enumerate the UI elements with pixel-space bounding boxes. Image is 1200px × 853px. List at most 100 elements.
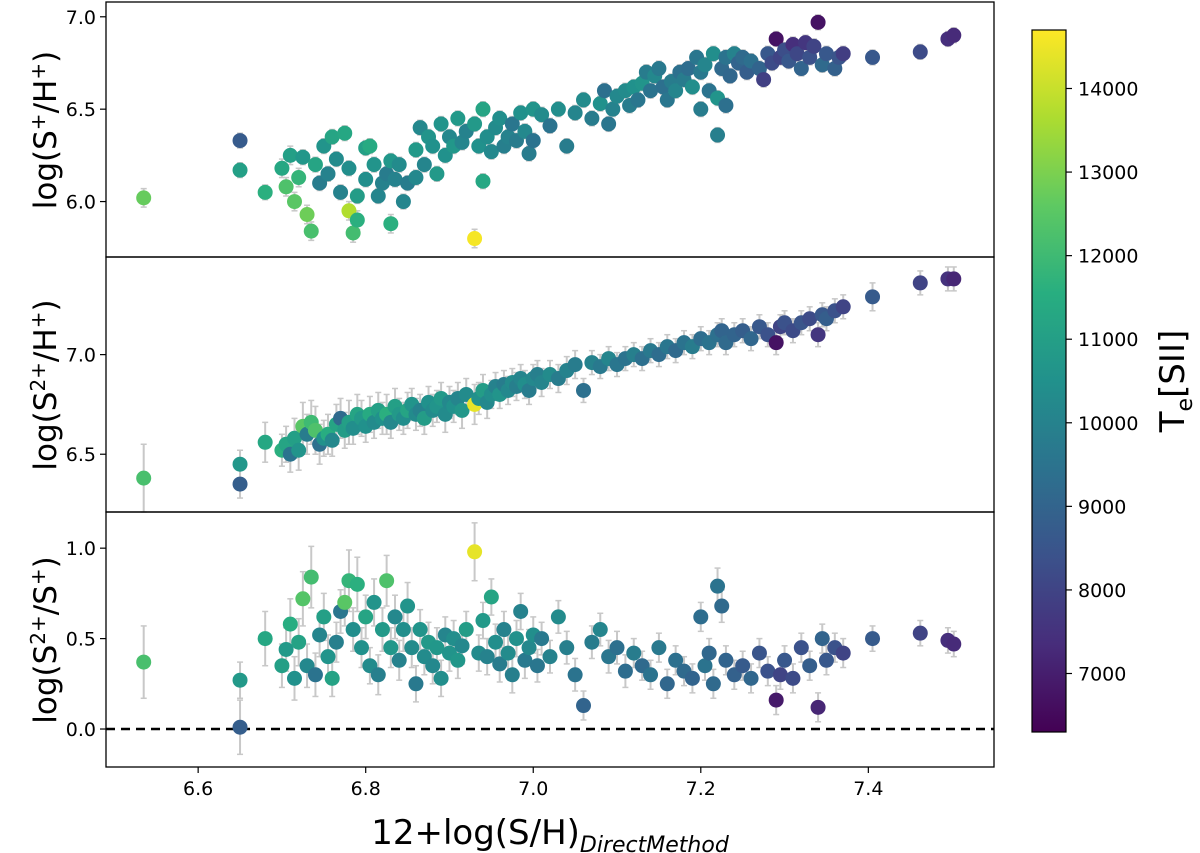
data-point bbox=[768, 692, 784, 708]
colorbar-tick-label: 14000 bbox=[1078, 79, 1138, 101]
data-point bbox=[370, 667, 386, 683]
data-point bbox=[668, 83, 684, 99]
data-point bbox=[362, 138, 378, 154]
data-point bbox=[358, 171, 374, 187]
data-point bbox=[785, 670, 801, 686]
data-point bbox=[286, 194, 302, 210]
data-point bbox=[865, 49, 881, 65]
data-point bbox=[136, 190, 152, 206]
data-point bbox=[668, 652, 684, 668]
data-point bbox=[697, 658, 713, 674]
data-point bbox=[391, 652, 407, 668]
data-point bbox=[609, 640, 625, 656]
data-point bbox=[404, 640, 420, 656]
data-point bbox=[946, 271, 962, 287]
data-point bbox=[408, 676, 424, 692]
data-point bbox=[912, 275, 928, 291]
data-point bbox=[617, 663, 633, 679]
data-point bbox=[429, 640, 445, 656]
data-point bbox=[492, 656, 508, 672]
data-point bbox=[793, 61, 809, 77]
data-point bbox=[534, 631, 550, 647]
data-point bbox=[802, 658, 818, 674]
data-point bbox=[810, 327, 826, 343]
data-point bbox=[425, 658, 441, 674]
colorbar-tick-label: 10000 bbox=[1078, 413, 1138, 435]
data-point bbox=[768, 335, 784, 351]
x-tick-label: 7.4 bbox=[853, 778, 883, 800]
data-point bbox=[291, 634, 307, 650]
data-point bbox=[475, 101, 491, 117]
colorbar-tick-label: 13000 bbox=[1078, 162, 1138, 184]
data-point bbox=[529, 658, 545, 674]
data-point bbox=[408, 142, 424, 158]
data-point bbox=[383, 640, 399, 656]
data-point bbox=[693, 609, 709, 625]
x-tick-label: 7.0 bbox=[518, 778, 548, 800]
data-point bbox=[282, 147, 298, 163]
x-axis-label: 12+log(S/H)DirectMethod bbox=[371, 813, 730, 853]
data-point bbox=[584, 110, 600, 126]
data-point bbox=[768, 31, 784, 47]
data-point bbox=[626, 645, 642, 661]
data-point bbox=[705, 676, 721, 692]
data-point bbox=[232, 133, 248, 149]
data-point bbox=[718, 652, 734, 668]
data-point bbox=[743, 331, 759, 347]
data-point bbox=[789, 46, 805, 62]
data-point bbox=[387, 171, 403, 187]
data-point bbox=[806, 38, 822, 54]
data-point bbox=[592, 622, 608, 638]
y-tick-label: 1.0 bbox=[66, 538, 96, 560]
data-point bbox=[835, 645, 851, 661]
data-point bbox=[643, 83, 659, 99]
data-point bbox=[651, 640, 667, 656]
data-point bbox=[697, 57, 713, 73]
data-point bbox=[370, 188, 386, 204]
data-point bbox=[358, 609, 374, 625]
data-point bbox=[542, 649, 558, 665]
data-point bbox=[232, 719, 248, 735]
panel-ratio-ylabel: log(S2+/S+) bbox=[26, 556, 64, 724]
panel-s2-plus-ylabel: log(S2+/H+) bbox=[26, 299, 64, 470]
data-point bbox=[379, 573, 395, 589]
data-point bbox=[684, 670, 700, 686]
data-point bbox=[865, 289, 881, 305]
data-point bbox=[345, 225, 361, 241]
data-point bbox=[450, 110, 466, 126]
data-point bbox=[735, 658, 751, 674]
data-point bbox=[366, 157, 382, 173]
data-point bbox=[504, 116, 520, 132]
panel-ratio: 0.0 0.5 1.0 log(S2+/S+) 6.6 6.8 7.0 7.2 7.4 bbox=[26, 511, 995, 800]
data-point bbox=[576, 382, 592, 398]
data-point bbox=[278, 641, 294, 657]
data-point bbox=[751, 645, 767, 661]
data-point bbox=[337, 125, 353, 141]
data-point bbox=[136, 470, 152, 486]
data-point bbox=[366, 594, 382, 610]
data-point bbox=[312, 627, 328, 643]
data-point bbox=[559, 138, 575, 154]
data-point bbox=[349, 576, 365, 592]
colorbar-tick-label: 11000 bbox=[1078, 329, 1138, 351]
data-point bbox=[286, 430, 302, 446]
data-point bbox=[567, 357, 583, 373]
data-point bbox=[408, 170, 424, 186]
data-point bbox=[324, 129, 340, 145]
data-point bbox=[328, 151, 344, 167]
data-point bbox=[333, 184, 349, 200]
data-point bbox=[946, 27, 962, 43]
y-tick-label: 0.0 bbox=[66, 719, 96, 741]
data-point bbox=[416, 157, 432, 173]
data-point bbox=[479, 649, 495, 665]
data-point bbox=[559, 640, 575, 656]
data-point bbox=[232, 162, 248, 178]
data-point bbox=[295, 591, 311, 607]
data-point bbox=[454, 638, 470, 654]
data-point bbox=[576, 698, 592, 714]
data-point bbox=[412, 622, 428, 638]
data-point bbox=[810, 14, 826, 30]
data-point bbox=[496, 622, 512, 638]
data-point bbox=[136, 654, 152, 670]
data-point bbox=[307, 667, 323, 683]
